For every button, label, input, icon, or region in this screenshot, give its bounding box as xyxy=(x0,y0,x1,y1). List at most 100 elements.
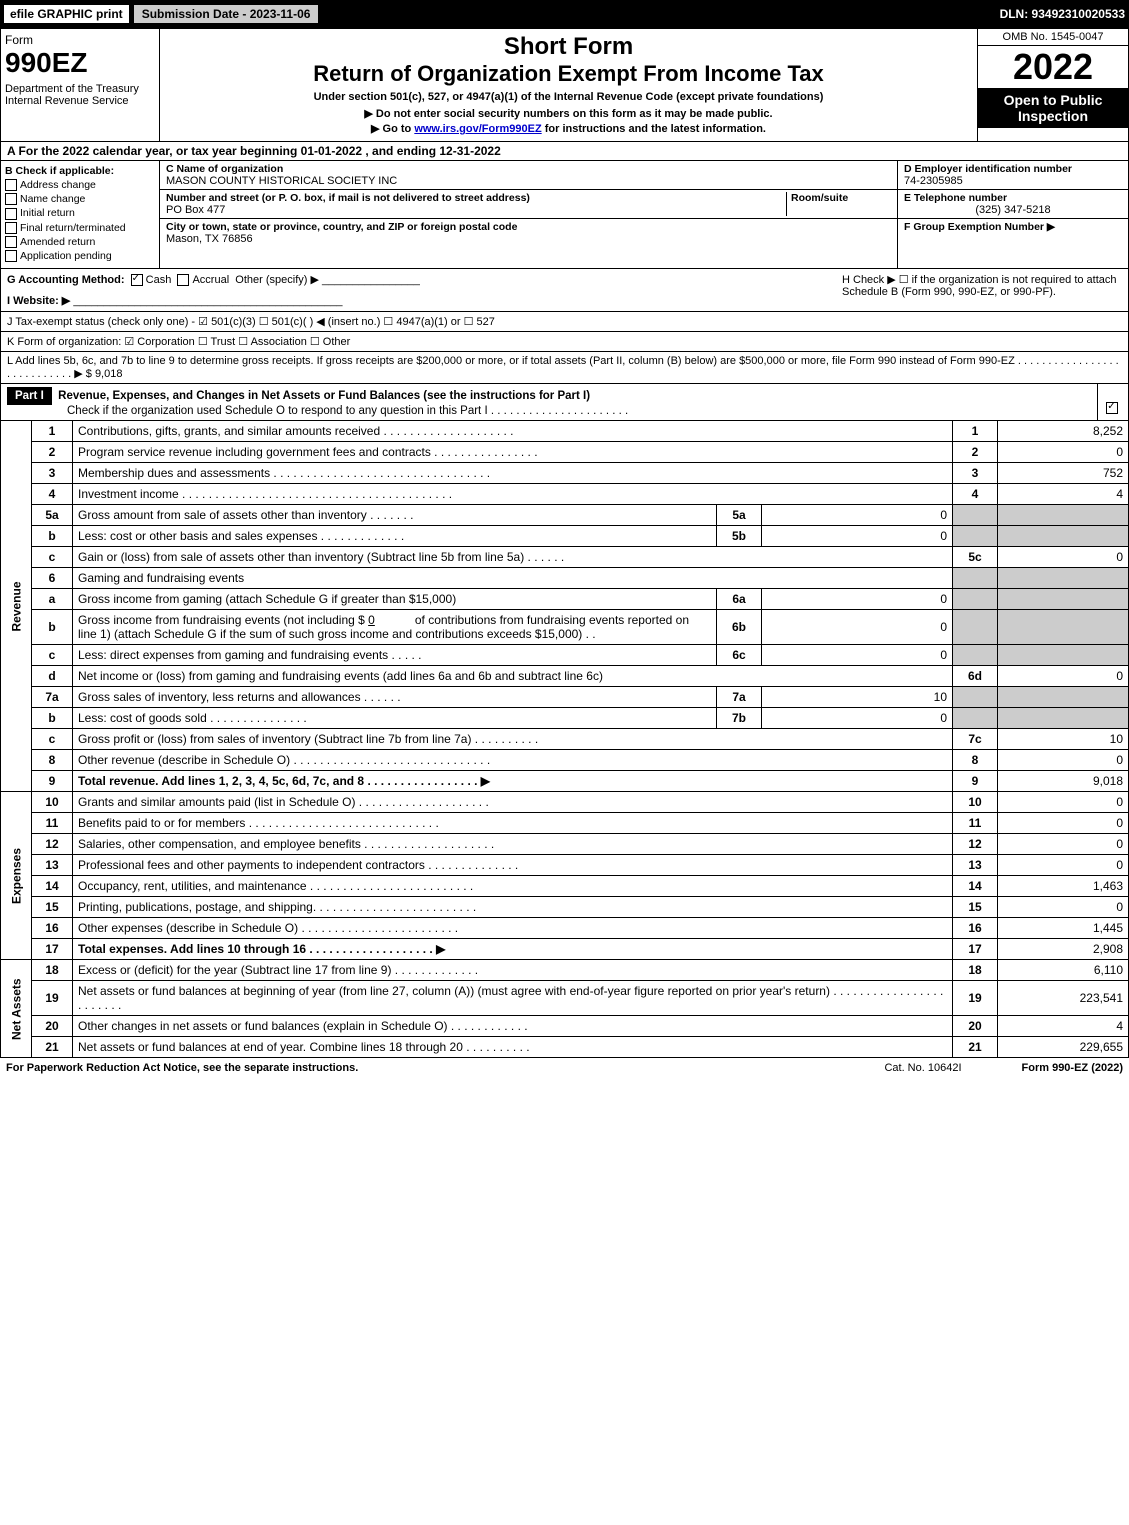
l1-ln: 1 xyxy=(953,421,998,442)
l2-val: 0 xyxy=(998,442,1129,463)
col-b-checkboxes: B Check if applicable: Address change Na… xyxy=(1,161,160,268)
l7a-desc: Gross sales of inventory, less returns a… xyxy=(73,687,717,708)
chk-cash[interactable] xyxy=(131,274,143,286)
l18-num: 18 xyxy=(32,960,73,981)
col-gi: G Accounting Method: Cash Accrual Other … xyxy=(7,273,842,307)
l11-num: 11 xyxy=(32,813,73,834)
form-number: 990EZ xyxy=(5,47,155,79)
l6c-shade2 xyxy=(998,645,1129,666)
submission-date: Submission Date - 2023-11-06 xyxy=(133,4,320,24)
l19-ln: 19 xyxy=(953,981,998,1016)
chk-address-change[interactable]: Address change xyxy=(5,179,155,191)
irs-link[interactable]: www.irs.gov/Form990EZ xyxy=(414,123,541,135)
l21-ln: 21 xyxy=(953,1037,998,1058)
l1-num: 1 xyxy=(32,421,73,442)
open-to-public: Open to Public Inspection xyxy=(978,88,1128,128)
l15-ln: 15 xyxy=(953,897,998,918)
row-i-website: I Website: ▶ ___________________________… xyxy=(7,294,842,307)
ein-row: D Employer identification number 74-2305… xyxy=(898,161,1128,190)
phone-value: (325) 347-5218 xyxy=(904,204,1122,216)
l7c-ln: 7c xyxy=(953,729,998,750)
city-label: City or town, state or province, country… xyxy=(166,221,891,233)
chk-amended-return[interactable]: Amended return xyxy=(5,236,155,248)
line-16: 16 Other expenses (describe in Schedule … xyxy=(1,918,1129,939)
l14-num: 14 xyxy=(32,876,73,897)
l21-desc: Net assets or fund balances at end of ye… xyxy=(73,1037,953,1058)
revenue-side-label: Revenue xyxy=(1,421,32,792)
department-label: Department of the Treasury Internal Reve… xyxy=(5,83,155,107)
cash-label: Cash xyxy=(146,274,172,286)
section-bcd: B Check if applicable: Address change Na… xyxy=(0,161,1129,269)
l15-num: 15 xyxy=(32,897,73,918)
l5c-desc: Gain or (loss) from sale of assets other… xyxy=(73,547,953,568)
l8-num: 8 xyxy=(32,750,73,771)
l5a-desc: Gross amount from sale of assets other t… xyxy=(73,505,717,526)
line-7b: b Less: cost of goods sold . . . . . . .… xyxy=(1,708,1129,729)
ein-value: 74-2305985 xyxy=(904,175,1122,187)
l5b-sub: 5b xyxy=(717,526,762,547)
l14-desc: Occupancy, rent, utilities, and maintena… xyxy=(73,876,953,897)
efile-print-label[interactable]: efile GRAPHIC print xyxy=(4,5,129,23)
line-3: 3 Membership dues and assessments . . . … xyxy=(1,463,1129,484)
l6a-subval: 0 xyxy=(762,589,953,610)
chk-initial-return[interactable]: Initial return xyxy=(5,207,155,219)
l6-shade1 xyxy=(953,568,998,589)
l5b-shade2 xyxy=(998,526,1129,547)
room-label: Room/suite xyxy=(791,192,891,204)
line-a-text: A For the 2022 calendar year, or tax yea… xyxy=(7,144,501,158)
l2-desc: Program service revenue including govern… xyxy=(73,442,953,463)
l19-num: 19 xyxy=(32,981,73,1016)
l6-desc: Gaming and fundraising events xyxy=(73,568,953,589)
l18-val: 6,110 xyxy=(998,960,1129,981)
l6c-sub: 6c xyxy=(717,645,762,666)
l6a-desc: Gross income from gaming (attach Schedul… xyxy=(73,589,717,610)
l9-val: 9,018 xyxy=(998,771,1129,792)
chk-accrual[interactable] xyxy=(177,274,189,286)
l10-desc: Grants and similar amounts paid (list in… xyxy=(73,792,953,813)
goto-post: for instructions and the latest informat… xyxy=(542,123,766,135)
l6d-ln: 6d xyxy=(953,666,998,687)
line-8: 8 Other revenue (describe in Schedule O)… xyxy=(1,750,1129,771)
part1-title: Revenue, Expenses, and Changes in Net As… xyxy=(58,390,590,402)
chk-application-pending[interactable]: Application pending xyxy=(5,250,155,262)
l13-desc: Professional fees and other payments to … xyxy=(73,855,953,876)
org-name: MASON COUNTY HISTORICAL SOCIETY INC xyxy=(166,175,891,187)
line-5c: c Gain or (loss) from sale of assets oth… xyxy=(1,547,1129,568)
l7b-num: b xyxy=(32,708,73,729)
l7b-subval: 0 xyxy=(762,708,953,729)
line-12: 12 Salaries, other compensation, and emp… xyxy=(1,834,1129,855)
line-10: Expenses 10 Grants and similar amounts p… xyxy=(1,792,1129,813)
l7a-shade2 xyxy=(998,687,1129,708)
l7c-num: c xyxy=(32,729,73,750)
part1-checkbox[interactable] xyxy=(1106,402,1118,414)
l15-desc: Printing, publications, postage, and shi… xyxy=(73,897,953,918)
l13-num: 13 xyxy=(32,855,73,876)
header-right: OMB No. 1545-0047 2022 Open to Public In… xyxy=(977,29,1128,141)
dln-label: DLN: 93492310020533 xyxy=(1000,7,1125,21)
line-11: 11 Benefits paid to or for members . . .… xyxy=(1,813,1129,834)
return-title: Return of Organization Exempt From Incom… xyxy=(164,61,973,87)
l20-ln: 20 xyxy=(953,1016,998,1037)
line-5a: 5a Gross amount from sale of assets othe… xyxy=(1,505,1129,526)
l11-val: 0 xyxy=(998,813,1129,834)
short-form-title: Short Form xyxy=(164,33,973,61)
chk-final-return[interactable]: Final return/terminated xyxy=(5,222,155,234)
part1-checkbox-cell[interactable] xyxy=(1097,384,1128,420)
l10-val: 0 xyxy=(998,792,1129,813)
accrual-label: Accrual xyxy=(192,274,229,286)
l12-val: 0 xyxy=(998,834,1129,855)
chk-name-change[interactable]: Name change xyxy=(5,193,155,205)
expenses-side-label: Expenses xyxy=(1,792,32,960)
l4-ln: 4 xyxy=(953,484,998,505)
l6b-num: b xyxy=(32,610,73,645)
line-19: 19 Net assets or fund balances at beginn… xyxy=(1,981,1129,1016)
l7b-shade2 xyxy=(998,708,1129,729)
l3-ln: 3 xyxy=(953,463,998,484)
line-1: Revenue 1 Contributions, gifts, grants, … xyxy=(1,421,1129,442)
l10-num: 10 xyxy=(32,792,73,813)
g-label: G Accounting Method: xyxy=(7,274,125,286)
l6c-desc: Less: direct expenses from gaming and fu… xyxy=(73,645,717,666)
under-section-text: Under section 501(c), 527, or 4947(a)(1)… xyxy=(164,91,973,103)
l19-desc: Net assets or fund balances at beginning… xyxy=(73,981,953,1016)
line-7c: c Gross profit or (loss) from sales of i… xyxy=(1,729,1129,750)
